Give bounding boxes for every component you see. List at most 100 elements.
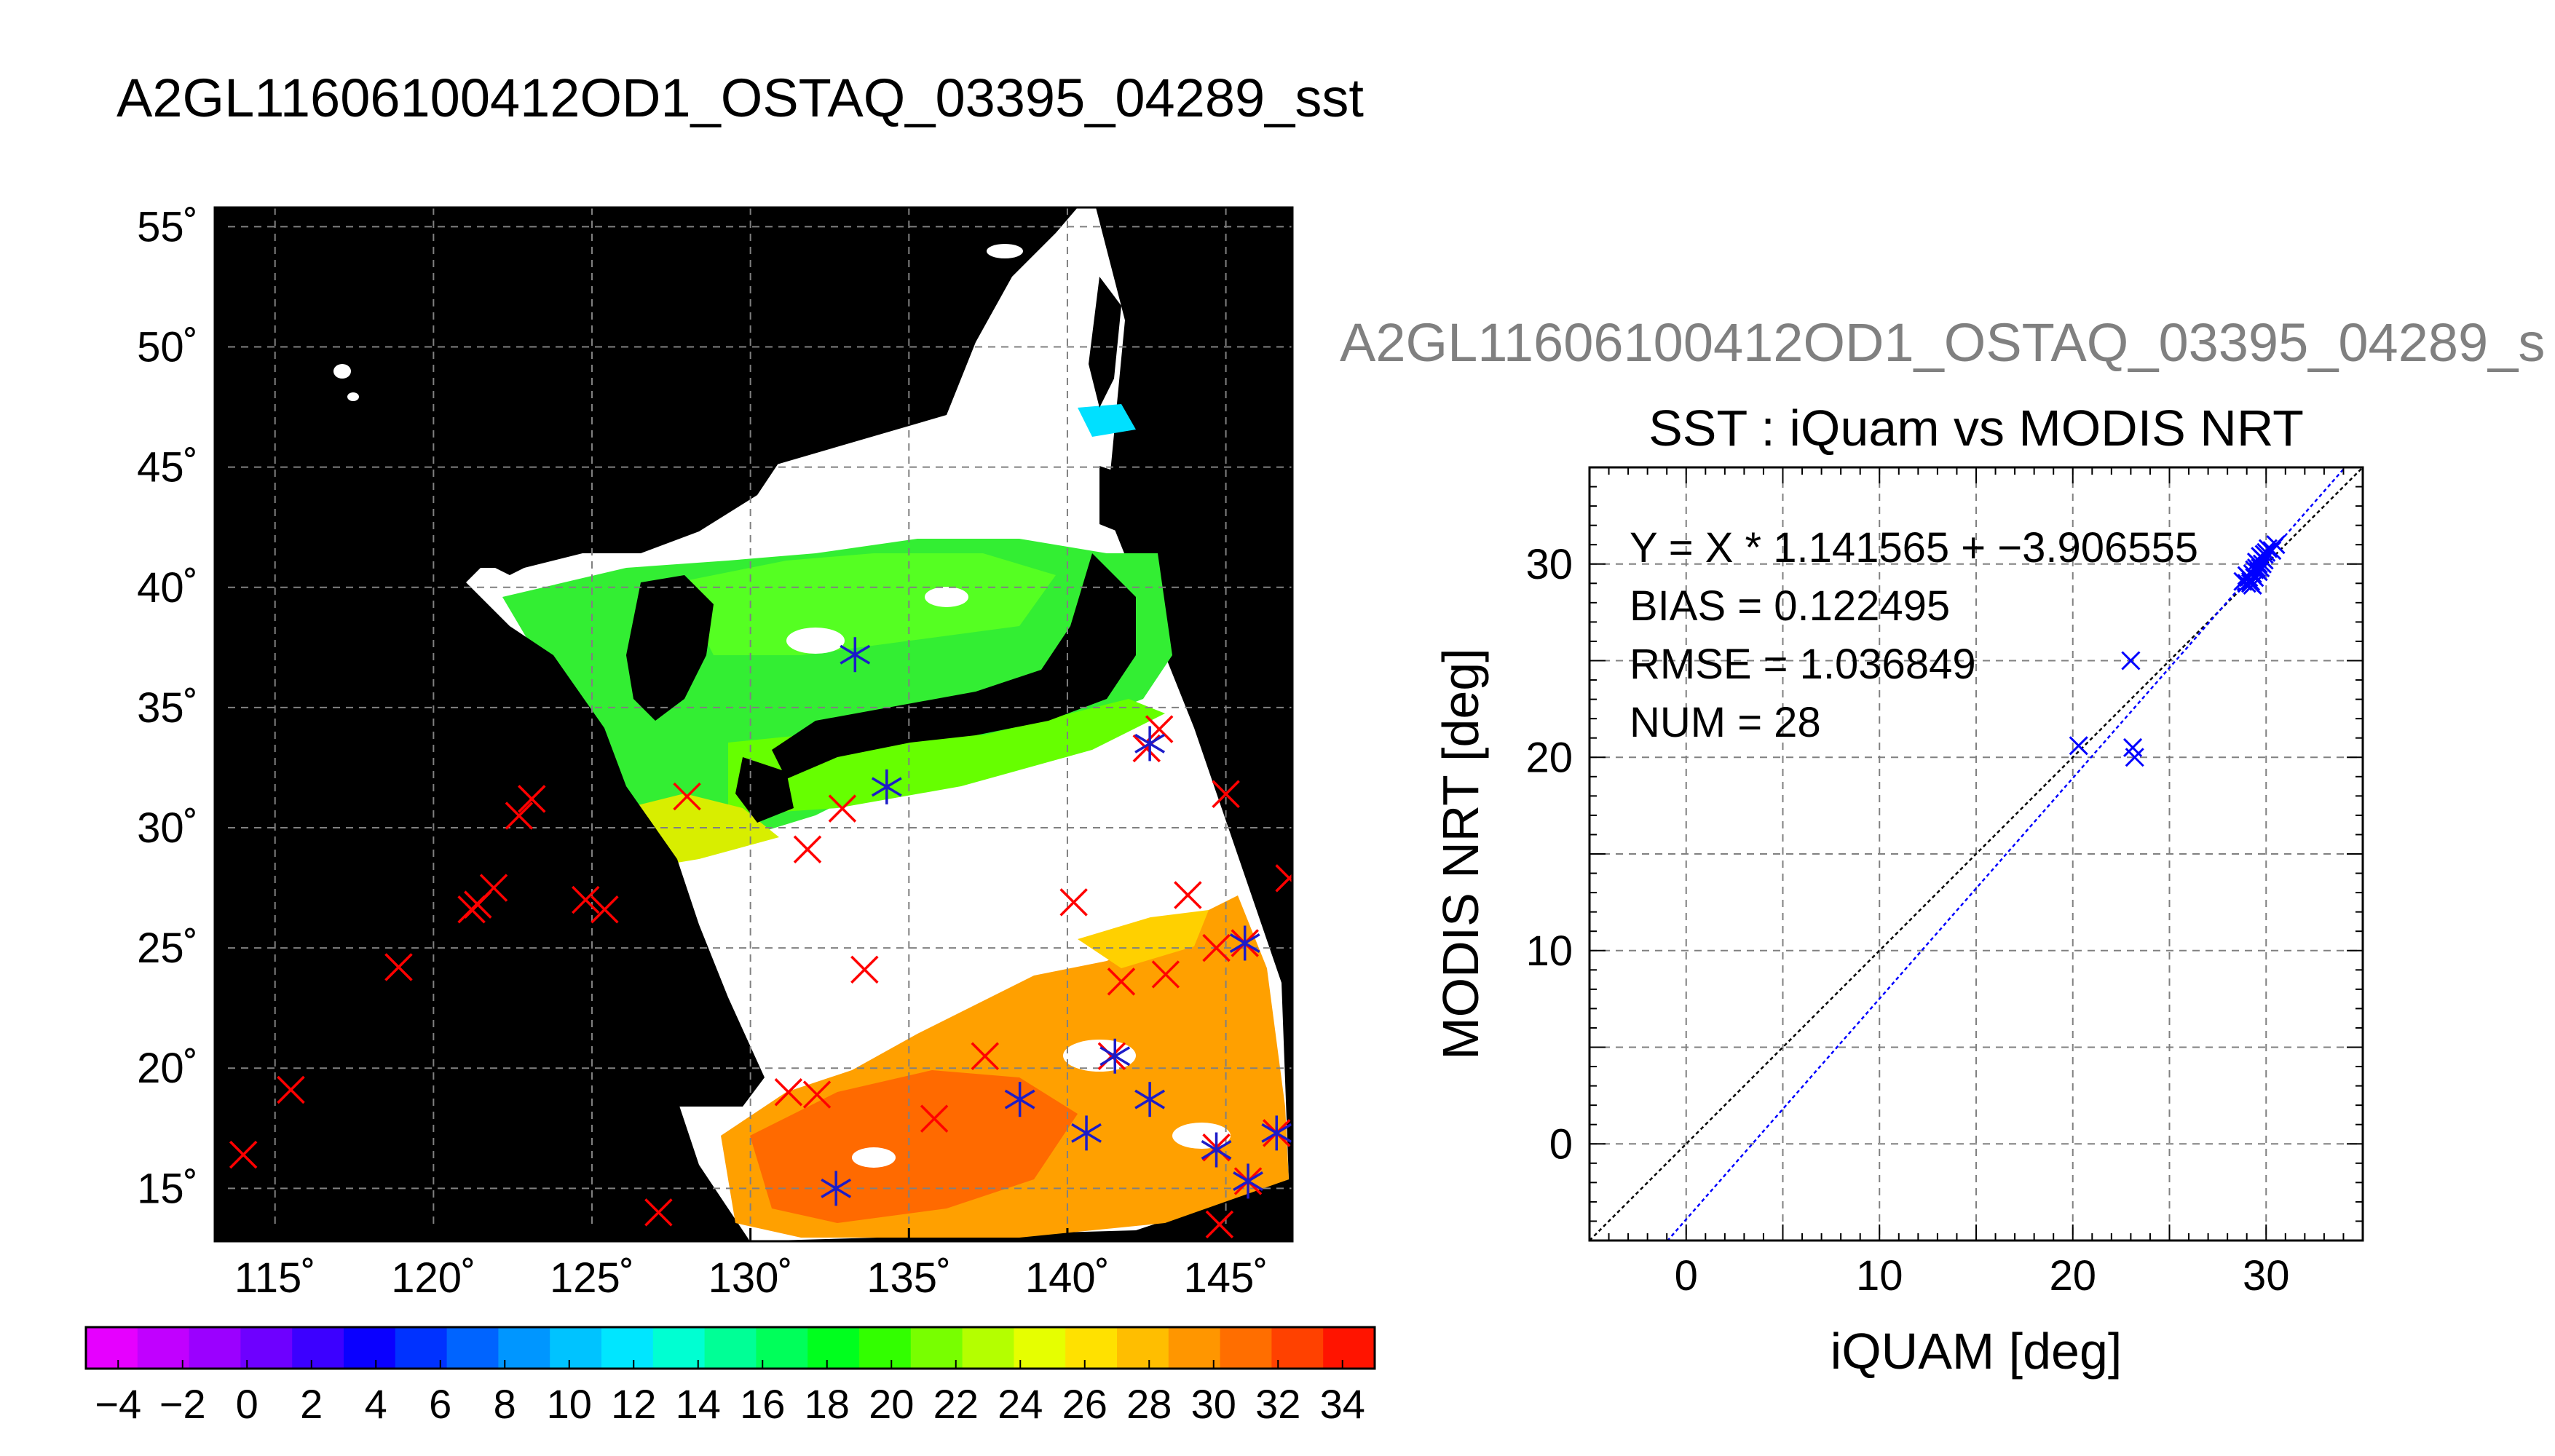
blue-star-marker xyxy=(1004,1082,1035,1117)
scatter-title: SST : iQuam vs MODIS NRT xyxy=(1648,400,2304,456)
colorbar-tick-label: −2 xyxy=(159,1381,206,1427)
colorbar-tick-label: 34 xyxy=(1320,1381,1365,1427)
red-x-marker xyxy=(644,1198,673,1227)
stat-bias: BIAS = 0.122495 xyxy=(1630,582,1950,630)
red-x-marker xyxy=(505,802,534,830)
scatter-ytick-labels: 0 10 20 30 xyxy=(1525,541,1573,1168)
blue-star-marker xyxy=(1229,925,1260,961)
scatter-xlabel: iQUAM [deg] xyxy=(1831,1323,2122,1380)
scatter-points xyxy=(2069,535,2286,767)
colorbar-tick-label: 6 xyxy=(429,1381,451,1427)
colorbar-tick-label: 10 xyxy=(547,1381,592,1427)
map-lon-tick-label: 130˚ xyxy=(708,1254,793,1302)
scatter-ylabel: MODIS NRT [deg] xyxy=(1432,648,1489,1059)
red-x-marker xyxy=(1202,933,1231,962)
colorbar-tick-label: 0 xyxy=(236,1381,258,1427)
colorbar-cell xyxy=(1014,1327,1066,1369)
blue-star-marker xyxy=(871,769,902,804)
blue-star-marker xyxy=(1261,1115,1292,1151)
scatter-point xyxy=(2243,575,2262,596)
land-korea xyxy=(626,575,714,721)
scatter-ytick-label: 30 xyxy=(1525,541,1573,588)
red-x-marker xyxy=(673,782,701,811)
blue-star-marker xyxy=(1134,1082,1166,1117)
red-x-marker xyxy=(920,1104,949,1133)
colorbar-cell xyxy=(344,1327,396,1369)
scatter-stats: Y = X * 1.141565 + −3.906555 BIAS = 0.12… xyxy=(1630,524,2198,746)
colorbar-cell xyxy=(704,1327,757,1369)
colorbar-tick-label: 28 xyxy=(1126,1381,1172,1427)
scatter-xtick-label: 30 xyxy=(2243,1252,2290,1299)
red-x-marker xyxy=(1151,960,1180,989)
map-panel: 115˚ 120˚ 125˚ 130˚ 135˚ 140˚ 145˚ 15˚ 20˚ 25˚ 30… xyxy=(137,203,1294,1302)
blue-star-marker xyxy=(1099,1038,1131,1074)
map-lat-tick-label: 30˚ xyxy=(137,804,198,852)
blue-star-marker xyxy=(821,1171,852,1206)
red-x-marker xyxy=(1097,1042,1126,1070)
colorbar-cell xyxy=(756,1327,808,1369)
scatter-xtick-labels: 0 10 20 30 xyxy=(1675,1252,2290,1299)
colorbar-tick-label: 24 xyxy=(998,1381,1043,1427)
map-lon-tick-label: 145˚ xyxy=(1184,1254,1268,1302)
red-x-marker xyxy=(802,1080,832,1109)
sst-field-north-cyan xyxy=(1078,404,1136,437)
colorbar-cell xyxy=(395,1327,448,1369)
map-markers xyxy=(229,637,1292,1239)
colorbar-labels: −4 −2 0 2 4 6 8 10 12 14 16 18 20 22 24 26 28 30 32 34 xyxy=(95,1360,1365,1427)
red-x-marker xyxy=(1212,780,1240,809)
blue-star-marker xyxy=(1134,726,1166,761)
red-x-marker xyxy=(774,1078,803,1107)
colorbar-cell xyxy=(446,1327,499,1369)
map-grid xyxy=(215,207,1292,1241)
sst-field-coast-green xyxy=(728,699,1165,815)
land-japan-honshu xyxy=(772,553,1136,779)
red-x-marker xyxy=(1107,968,1136,996)
red-x-marker xyxy=(479,874,508,902)
blue-star-marker xyxy=(1233,1163,1263,1199)
map-lat-tick-label: 55˚ xyxy=(137,203,198,250)
colorbar-cell xyxy=(240,1327,293,1369)
map-lat-tick-label: 45˚ xyxy=(137,444,198,491)
stat-equation: Y = X * 1.141565 + −3.906555 xyxy=(1630,524,2198,571)
red-x-marker xyxy=(229,1140,258,1169)
colorbar-cell xyxy=(189,1327,241,1369)
colorbar-frame xyxy=(84,1326,1376,1370)
map-lon-tick-label: 140˚ xyxy=(1025,1254,1110,1302)
colorbar-tick-label: 20 xyxy=(869,1381,914,1427)
colorbar-cell xyxy=(292,1327,344,1369)
colorbar-cell xyxy=(962,1327,1014,1369)
colorbar-tick-label: 32 xyxy=(1255,1381,1300,1427)
scatter-ticks xyxy=(1589,467,2364,1241)
colorbar-cell xyxy=(652,1327,706,1369)
colorbar-cell xyxy=(1117,1327,1169,1369)
colorbar-cell xyxy=(1220,1327,1272,1369)
map-lat-tick-label: 15˚ xyxy=(137,1165,198,1212)
scatter-point xyxy=(2251,558,2270,578)
scatter-point xyxy=(2245,560,2264,579)
colorbar-tick-label: 8 xyxy=(494,1381,516,1427)
scatter-point xyxy=(2254,545,2274,564)
colorbar-tick-label: 26 xyxy=(1062,1381,1107,1427)
map-lat-tick-label: 20˚ xyxy=(137,1045,198,1092)
map-lon-labels: 115˚ 120˚ 125˚ 130˚ 135˚ 140˚ 145˚ xyxy=(234,1254,1268,1302)
scatter-ytick-label: 20 xyxy=(1525,734,1573,781)
map-lon-tick-label: 115˚ xyxy=(234,1254,316,1302)
red-x-marker xyxy=(971,1042,1000,1070)
red-x-marker xyxy=(518,785,546,813)
colorbar-tick-label: 4 xyxy=(365,1381,387,1427)
red-x-marker xyxy=(572,885,600,914)
colorbar-cell xyxy=(137,1327,190,1369)
land-mainland xyxy=(215,207,961,1107)
scatter-lines xyxy=(1590,467,2363,1241)
red-x-marker xyxy=(384,953,413,981)
colorbar-tick-label: 22 xyxy=(933,1381,979,1427)
map-lat-labels: 15˚ 20˚ 25˚ 30˚ 35˚ 40˚ 45˚ 50˚ 55˚ xyxy=(137,203,198,1212)
secondary-title: A2GL11606100412OD1_OSTAQ_03395_04289_s xyxy=(1340,312,2545,373)
sst-field-south-yellow xyxy=(1078,910,1209,968)
scatter-xtick-label: 10 xyxy=(1856,1252,1903,1299)
scatter-point xyxy=(2069,736,2088,756)
regression-line xyxy=(1666,467,2347,1241)
colorbar-tick-label: 14 xyxy=(676,1381,721,1427)
red-x-marker xyxy=(277,1075,305,1104)
map-lat-tick-label: 50˚ xyxy=(137,324,198,371)
